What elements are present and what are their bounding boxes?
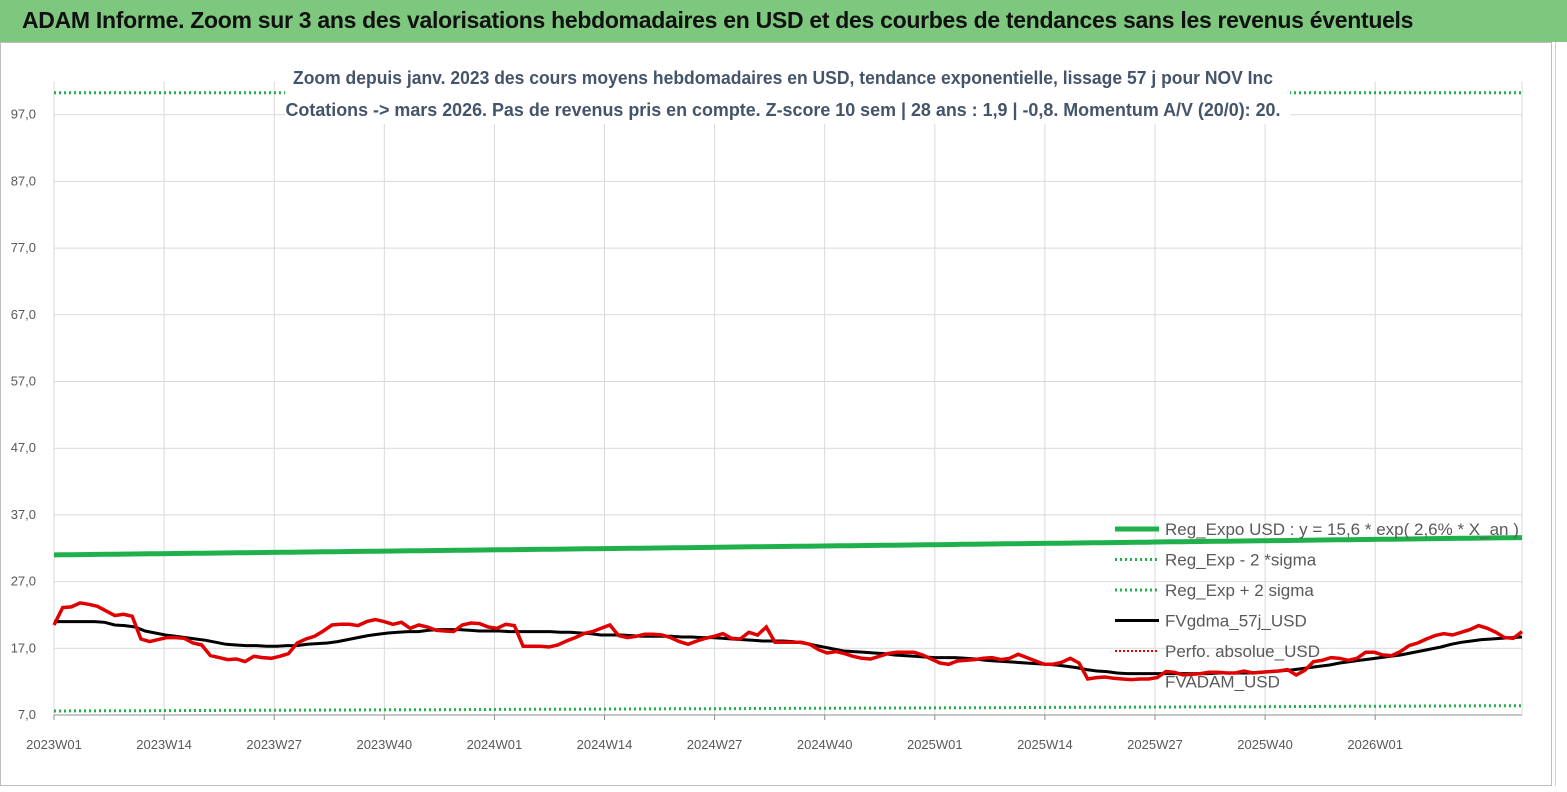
x-tick-label: 2024W40: [797, 737, 853, 752]
x-tick-label: 2025W14: [1017, 737, 1073, 752]
y-tick-label: 27,0: [11, 574, 36, 589]
chart-title-line2: Cotations -> mars 2026. Pas de revenus p…: [286, 100, 1281, 120]
legend-label: FVgdma_57j_USD: [1165, 612, 1307, 631]
y-tick-label: 97,0: [11, 107, 36, 122]
x-tick-label: 2023W14: [136, 737, 192, 752]
title-banner: ADAM Informe. Zoom sur 3 ans des valoris…: [0, 0, 1567, 42]
y-tick-label: 87,0: [11, 173, 36, 188]
x-tick-label: 2024W01: [467, 737, 523, 752]
legend-label: Perfo. absolue_USD: [1165, 642, 1320, 661]
legend: Reg_Expo USD : y = 15,6 * exp( 2,6% * X_…: [1115, 520, 1519, 692]
chart-titles: Zoom depuis janv. 2023 des cours moyens …: [285, 62, 1290, 124]
legend-label: Reg_Exp - 2 *sigma: [1165, 551, 1317, 570]
legend-label: Reg_Exp + 2 sigma: [1165, 581, 1314, 600]
x-tick-label: 2025W40: [1237, 737, 1293, 752]
x-tick-label: 2025W27: [1127, 737, 1183, 752]
y-tick-label: 67,0: [11, 307, 36, 322]
x-tick-label: 2023W40: [356, 737, 412, 752]
x-tick-label: 2026W01: [1347, 737, 1403, 752]
legend-label: Reg_Expo USD : y = 15,6 * exp( 2,6% * X_…: [1165, 520, 1519, 539]
frame-right-edge: [1555, 42, 1564, 786]
series-line-reg-expo: [53, 535, 1523, 558]
x-tick-label: 2023W01: [26, 737, 82, 752]
x-tick-label: 2025W01: [907, 737, 963, 752]
y-tick-label: 37,0: [11, 507, 36, 522]
y-tick-label: 47,0: [11, 440, 36, 455]
y-tick-label: 17,0: [11, 640, 36, 655]
x-axis: 2023W01 2023W14 2023W27 2023W40 2024W01 2024W…: [26, 714, 1522, 752]
x-tick-label: 2024W27: [687, 737, 743, 752]
series-layer: [52, 91, 1524, 713]
y-tick-label: 77,0: [11, 240, 36, 255]
x-tick-label: 2024W14: [577, 737, 633, 752]
legend-label: FVADAM_USD: [1165, 673, 1280, 692]
y-tick-label: 57,0: [11, 374, 36, 389]
chart-title-line1: Zoom depuis janv. 2023 des cours moyens …: [293, 68, 1273, 88]
series-line-fvadam: [52, 601, 1524, 682]
y-axis: 7,0 17,0 27,0 37,0 47,0 57,0 67,0 77,0 87,0 97,0: [11, 107, 36, 722]
banner-title: ADAM Informe. Zoom sur 3 ans des valoris…: [22, 7, 1414, 33]
y-tick-label: 7,0: [18, 707, 36, 722]
title-box: [285, 62, 1290, 124]
x-tick-label: 2023W27: [246, 737, 302, 752]
chart-frame: [0, 42, 1552, 786]
